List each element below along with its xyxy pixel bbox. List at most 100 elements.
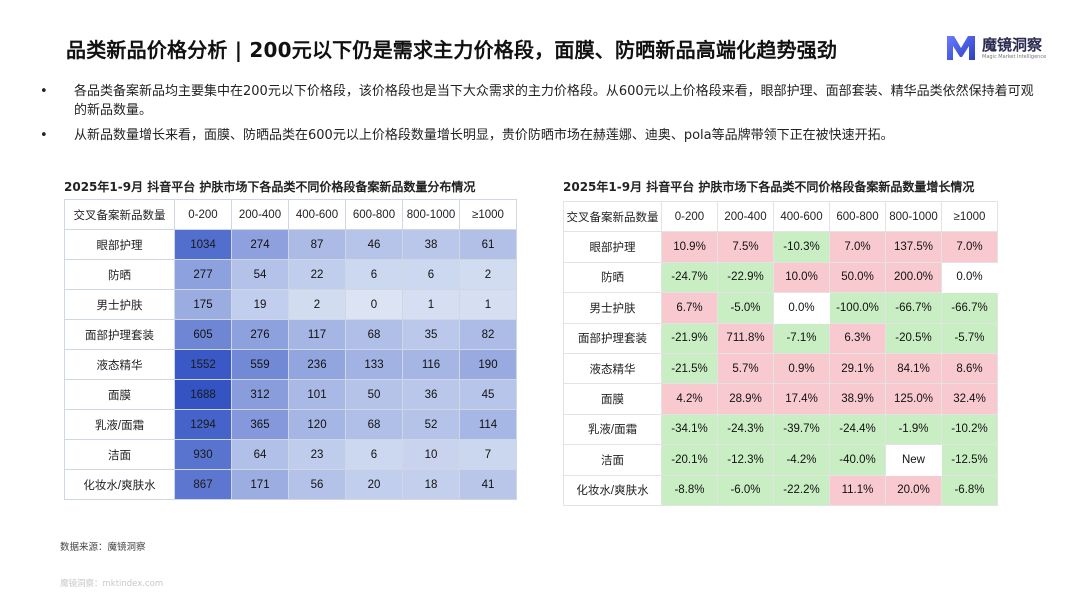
table-cell: 36 [402,379,460,410]
page-title: 品类新品价格分析 | 200元以下仍是需求主力价格段，面膜、防晒新品高端化趋势强… [66,38,838,62]
table-cell: -66.7% [885,292,942,324]
table-row: 男士护肤 6.7% -5.0% 0.0% -100.0% -66.7% -66.7% [563,292,998,324]
table-corner-label: 交叉备案新品数量 [563,200,662,233]
table-cell: -12.5% [941,444,998,476]
table-row: 化妆水/爽肤水 -8.8% -6.0% -22.2% 11.1% 20.0% -6.8% [563,474,998,506]
table-cell: -66.7% [941,292,998,324]
table-cell: 120 [288,409,346,440]
column-header: 400-600 [773,200,830,233]
table-cell: 64 [231,439,289,470]
table-cell: 61 [459,229,517,260]
table-cell: 5.7% [717,352,774,385]
table-cell: -22.2% [773,474,830,506]
table-cell: New [885,444,942,476]
row-label: 化妆水/爽肤水 [64,469,175,500]
table-cell: 18 [402,469,460,500]
table-cell: 22 [288,259,346,290]
table-cell: 1552 [174,349,232,380]
table-cell: 7.5% [717,231,774,263]
column-header: ≥1000 [459,199,517,230]
table-cell: -22.9% [717,261,774,294]
row-label: 液态精华 [563,352,662,385]
brand-logo-icon [947,36,975,60]
table-cell: -34.1% [661,413,718,446]
table-cell: 711.8% [717,322,774,354]
column-header: 600-800 [345,199,403,230]
table-row: 液态精华 1552 559 236 133 116 190 [64,349,517,380]
column-header: 400-600 [288,199,346,230]
table-cell: -40.0% [829,444,886,476]
brand-name: 魔镜洞察 [982,36,1043,54]
row-label: 面膜 [563,383,662,415]
table-cell: 116 [402,349,460,380]
table-row: 男士护肤 175 19 2 0 1 1 [64,289,517,320]
table-cell: 23 [288,439,346,470]
column-header: 200-400 [231,199,289,230]
table1-title: 2025年1-9月 抖音平台 护肤市场下各品类不同价格段备案新品数量分布情况 [64,180,476,194]
table-cell: 41 [459,469,517,500]
table-cell: -10.3% [773,231,830,263]
table-cell: 133 [345,349,403,380]
table-cell: -20.5% [885,322,942,354]
table-cell: 68 [345,409,403,440]
table-header-row: 交叉备案新品数量 0-200 200-400 400-600 600-800 800-10… [563,200,998,233]
column-header: 800-1000 [885,200,942,233]
table-cell: 17.4% [773,383,830,415]
table-cell: -6.0% [717,474,774,506]
table-cell: 20.0% [885,474,942,506]
table-cell: 6 [345,439,403,470]
table-cell: -21.9% [661,322,718,354]
table-row: 防晒 277 54 22 6 6 2 [64,259,517,290]
table-cell: 35 [402,319,460,350]
table-cell: 32.4% [941,383,998,415]
table-cell: -24.3% [717,413,774,446]
bullet-dot: • [40,84,48,99]
table-cell: 0.9% [773,352,830,385]
table-cell: 6.3% [829,322,886,354]
table-cell: 6 [345,259,403,290]
table-header-row: 交叉备案新品数量 0-200 200-400 400-600 600-800 800-10… [64,199,517,230]
table-cell: 45 [459,379,517,410]
table-cell: -6.8% [941,474,998,506]
row-label: 男士护肤 [64,289,175,320]
bullet-text: 从新品数量增长来看，面膜、防晒品类在600元以上价格段数量增长明显，贵价防晒市场… [74,128,894,143]
table-cell: 277 [174,259,232,290]
row-label: 面部护理套装 [563,322,662,354]
table-cell: -24.4% [829,413,886,446]
table-cell: 1034 [174,229,232,260]
table-cell: 4.2% [661,383,718,415]
table-cell: 56 [288,469,346,500]
table-cell: -24.7% [661,261,718,294]
table-cell: 605 [174,319,232,350]
row-label: 液态精华 [64,349,175,380]
table-cell: 7.0% [941,231,998,263]
table-cell: 312 [231,379,289,410]
table-cell: 7 [459,439,517,470]
table-cell: 50.0% [829,261,886,294]
summary-bullets: • 各品类备案新品均主要集中在200元以下价格段，该价格段也是当下大众需求的主力… [40,82,1040,151]
column-header: 200-400 [717,200,774,233]
data-source: 数据来源：魔镜洞察 [60,542,146,553]
table-cell: 2 [288,289,346,320]
price-growth-table: 交叉备案新品数量 0-200 200-400 400-600 600-800 800-10… [563,200,998,506]
brand-logo: 魔镜洞察 Magic Market Intelligence [944,30,1054,66]
table-cell: 50 [345,379,403,410]
table-cell: 274 [231,229,289,260]
row-label: 防晒 [64,259,175,290]
table-cell: -4.2% [773,444,830,476]
table-cell: 8.6% [941,352,998,385]
table-cell: 559 [231,349,289,380]
table-cell: 87 [288,229,346,260]
table-cell: 365 [231,409,289,440]
column-header: 600-800 [829,200,886,233]
table-row: 面部护理套装 605 276 117 68 35 82 [64,319,517,350]
table-cell: 125.0% [885,383,942,415]
table-cell: -8.8% [661,474,718,506]
summary-bullet: • 从新品数量增长来看，面膜、防晒品类在600元以上价格段数量增长明显，贵价防晒… [40,126,1040,145]
table-cell: 0 [345,289,403,320]
table-row: 眼部护理 10.9% 7.5% -10.3% 7.0% 137.5% 7.0% [563,231,998,263]
table-cell: 1 [402,289,460,320]
table-cell: 11.1% [829,474,886,506]
table-row: 眼部护理 1034 274 87 46 38 61 [64,229,517,260]
table-cell: 6.7% [661,292,718,324]
